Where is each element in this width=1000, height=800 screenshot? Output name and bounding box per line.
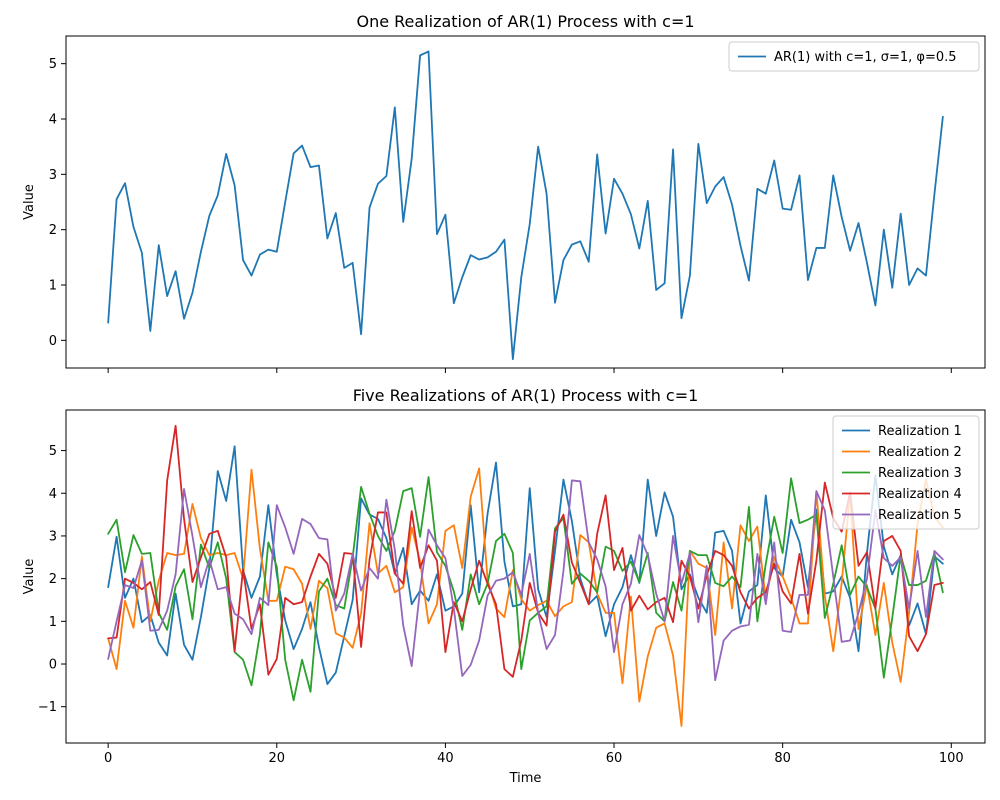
- legend-label: Realization 4: [878, 487, 962, 502]
- y-axis-title: Value: [22, 184, 37, 220]
- y-tick-label: 2: [49, 572, 57, 587]
- series-line-5: [107, 479, 944, 682]
- x-tick-label: 0: [104, 751, 112, 766]
- legend-label: AR(1) with c=1, σ=1, φ=0.5: [774, 50, 957, 65]
- y-tick-label: 5: [49, 444, 57, 459]
- series-line-1: [107, 50, 944, 361]
- top-panel: One Realization of AR(1) Process with c=…: [22, 12, 986, 373]
- y-tick-label: 3: [49, 529, 57, 544]
- y-tick-label: 3: [49, 168, 57, 183]
- series-line-2: [107, 467, 944, 727]
- plot-frame: [65, 409, 986, 744]
- series-line-3: [107, 476, 944, 702]
- legend: Realization 1 Realization 2 Realization 3 R…: [832, 415, 980, 530]
- plot-frame: [65, 35, 986, 369]
- x-tick-label: 40: [437, 751, 454, 766]
- y-tick-label: 4: [49, 113, 57, 128]
- series-line-4: [107, 424, 944, 678]
- y-tick-label: 4: [49, 487, 57, 502]
- series-group: [107, 50, 944, 361]
- legend: AR(1) with c=1, σ=1, φ=0.5: [728, 41, 980, 72]
- legend-label: Realization 5: [878, 508, 962, 523]
- y-tick-label: −1: [38, 700, 57, 715]
- bottom-panel: Five Realizations of AR(1) Process with …: [22, 386, 986, 786]
- y-tick-label: 0: [49, 334, 57, 349]
- y-axis-title: Value: [22, 559, 37, 595]
- legend-box: [728, 41, 980, 72]
- series-line-1: [107, 445, 944, 685]
- y-tick-label: 5: [49, 57, 57, 72]
- legend-label: Realization 1: [878, 424, 962, 439]
- y-tick-label: 0: [49, 658, 57, 673]
- legend-box: [832, 415, 980, 530]
- x-tick-label: 100: [939, 751, 964, 766]
- series-group: [107, 424, 944, 727]
- y-tick-label: 2: [49, 223, 57, 238]
- y-tick-label: 1: [49, 615, 57, 630]
- x-tick-label: 20: [269, 751, 286, 766]
- plot-title: Five Realizations of AR(1) Process with …: [353, 386, 699, 405]
- x-tick-label: 80: [774, 751, 791, 766]
- x-tick-label: 60: [606, 751, 623, 766]
- x-axis-title: Time: [509, 771, 542, 786]
- legend-label: Realization 2: [878, 445, 962, 460]
- y-tick-label: 1: [49, 279, 57, 294]
- legend-label: Realization 3: [878, 466, 962, 481]
- plot-title: One Realization of AR(1) Process with c=…: [356, 12, 694, 31]
